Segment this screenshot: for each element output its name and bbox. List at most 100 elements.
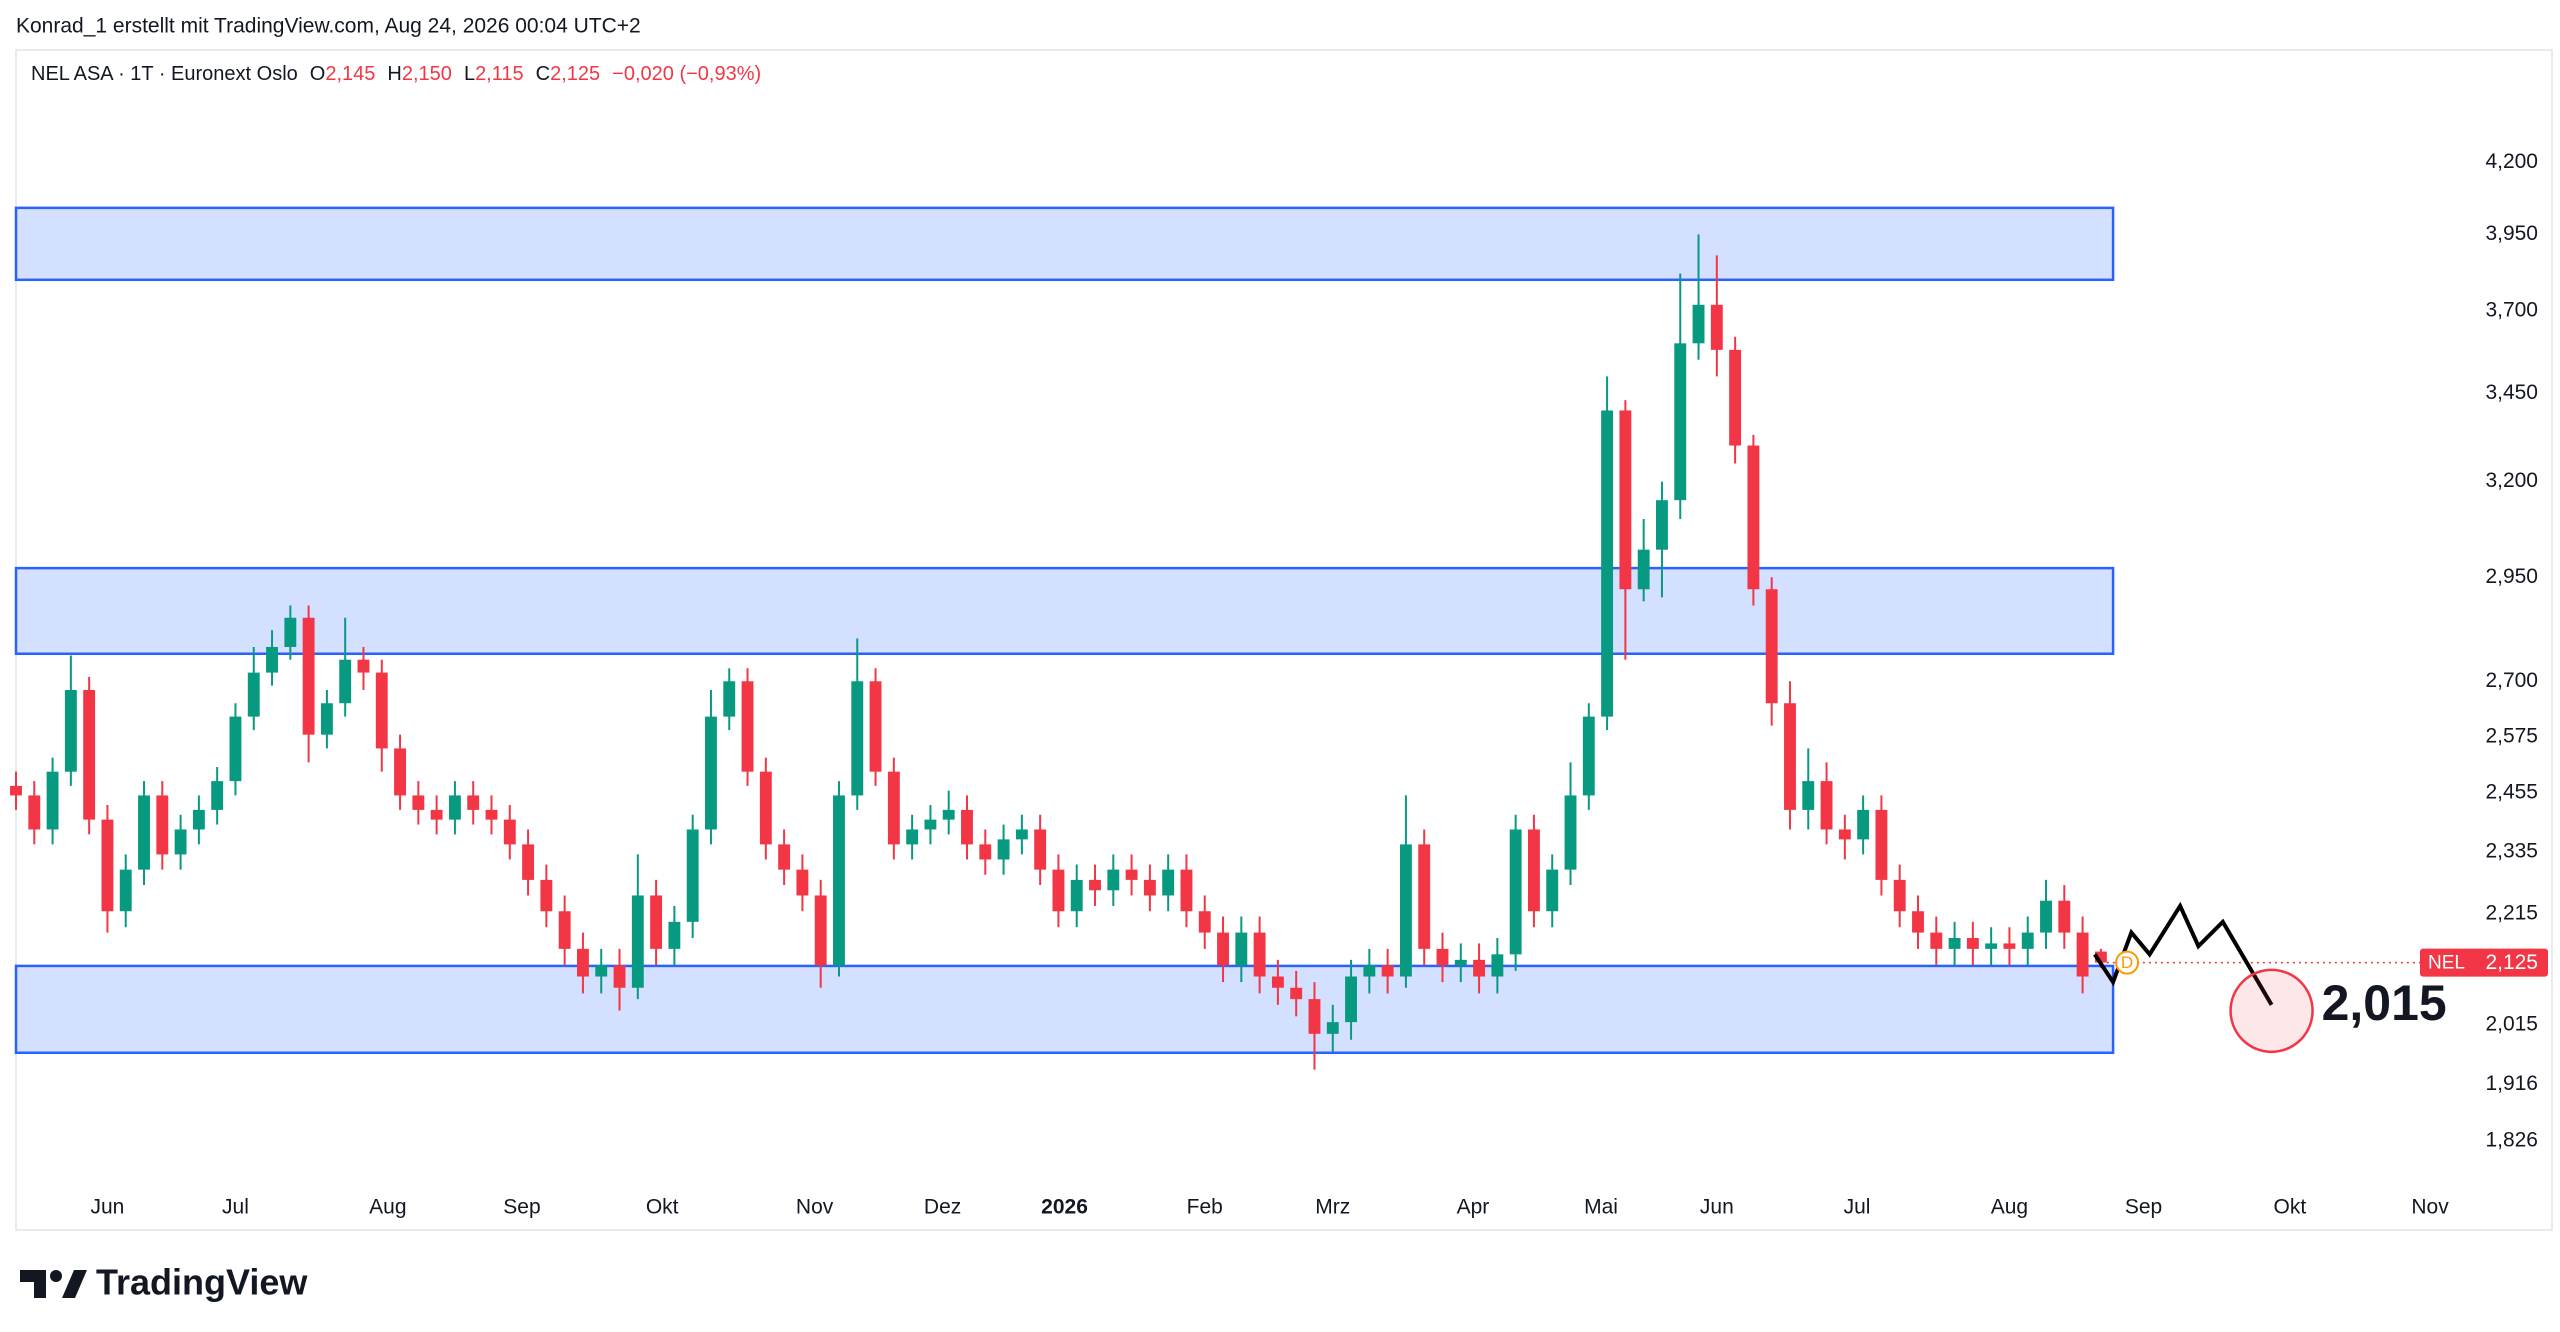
candle-body: [1729, 349, 1742, 446]
y-tick-label: 1,916: [2485, 1072, 2538, 1095]
candle-body: [174, 829, 187, 855]
candle-body: [467, 795, 480, 810]
candle-body: [686, 829, 699, 922]
candle-body: [778, 844, 791, 870]
candle-body: [631, 895, 644, 988]
candle-body: [1235, 932, 1248, 966]
candle-body: [284, 617, 297, 647]
candle-body: [46, 771, 59, 830]
y-tick-label: 2,700: [2485, 669, 2538, 692]
symbol-name: NEL ASA · 1T · Euronext Oslo: [31, 63, 298, 85]
projection-path: [2093, 901, 2274, 1006]
candle-body: [997, 839, 1010, 860]
price-tag-symbol: NEL: [2428, 953, 2465, 974]
candle-body: [503, 819, 516, 845]
candle-body: [229, 716, 242, 782]
candle-body: [1637, 549, 1650, 590]
candle-body: [302, 617, 315, 735]
candle-body: [1802, 781, 1815, 810]
ohlc-value: 2,125: [550, 63, 600, 85]
candle-body: [650, 895, 663, 949]
x-tick-label: Aug: [1991, 1196, 2028, 1219]
candle-body: [705, 716, 717, 830]
y-tick-label: 2,015: [2485, 1013, 2538, 1036]
candle-body: [1436, 948, 1449, 966]
candle-body: [979, 844, 992, 860]
candle-body: [522, 844, 535, 880]
candle-body: [1966, 937, 1979, 949]
candle-body: [887, 771, 900, 845]
y-tick-label: 2,455: [2485, 781, 2538, 804]
candle-body: [833, 795, 845, 966]
candle-body: [1491, 954, 1504, 977]
logo-slash: [62, 1270, 87, 1298]
candle-body: [1271, 976, 1284, 988]
candle-body: [869, 681, 882, 772]
brand-logo: [20, 1270, 87, 1298]
candle-body: [924, 819, 937, 830]
candle-body: [375, 672, 388, 749]
candle-body: [2040, 900, 2052, 933]
y-tick-label: 3,700: [2485, 299, 2538, 322]
candle-body: [412, 795, 425, 810]
candle-body: [1052, 869, 1065, 912]
zone: [14, 206, 2115, 282]
candle-body: [192, 809, 205, 830]
candle-body: [1784, 703, 1796, 810]
candle-body: [2094, 951, 2107, 963]
x-tick-label: Mai: [1584, 1196, 1618, 1219]
candle-body: [1619, 410, 1632, 590]
x-tick-label: Nov: [796, 1196, 834, 1219]
candle-body: [1546, 869, 1559, 912]
candle-body: [64, 690, 77, 772]
x-tick-label: Okt: [2274, 1196, 2307, 1219]
candle-body: [1930, 932, 1943, 949]
candle-body: [1893, 879, 1906, 912]
candle-body: [942, 809, 955, 820]
event-marker-label: D: [2121, 953, 2133, 972]
candle-body: [1180, 869, 1193, 912]
candle-body: [394, 748, 407, 796]
candle-body: [320, 703, 333, 735]
candle-body: [1034, 829, 1047, 870]
candle-body: [576, 948, 589, 977]
candle-body: [138, 795, 150, 870]
ohlc-key: L: [464, 63, 475, 85]
x-tick-label: Feb: [1187, 1196, 1223, 1219]
candle-body: [1857, 809, 1870, 840]
candle-body: [339, 659, 352, 704]
candle-body: [119, 869, 132, 912]
y-tick-label: 1,826: [2485, 1128, 2538, 1151]
candle-body: [1674, 343, 1687, 501]
candle-body: [1582, 716, 1595, 796]
x-tick-label: Apr: [1457, 1196, 1490, 1219]
candle-body: [1747, 445, 1760, 590]
y-tick-label: 4,200: [2485, 150, 2538, 173]
x-tick-label: Jul: [1844, 1196, 1871, 1219]
x-tick-label: Nov: [2411, 1196, 2449, 1219]
zone: [14, 566, 2115, 656]
candle-body: [1418, 844, 1431, 949]
candle-body: [1326, 1022, 1339, 1034]
candle-body: [741, 681, 754, 772]
candle-body: [1692, 304, 1705, 344]
candle-body: [357, 659, 370, 673]
candle-body: [558, 911, 571, 949]
candle-body: [1125, 869, 1138, 880]
candle-body: [1253, 932, 1266, 977]
ohlc-change: −0,020 (−0,93%): [612, 63, 761, 85]
y-tick-label: 2,575: [2485, 725, 2538, 748]
chart-frame: [15, 49, 2553, 1231]
candle-body: [2021, 932, 2034, 949]
x-tick-label: Jul: [222, 1196, 249, 1219]
ohlc-legend: NEL ASA · 1T · Euronext Oslo O2,145 H2,150…: [31, 63, 761, 85]
candle-body: [1363, 965, 1376, 977]
candle-body: [1710, 304, 1723, 350]
candle-body: [247, 672, 260, 717]
candle-body: [540, 879, 553, 912]
y-tick-label: 2,950: [2485, 565, 2538, 588]
candle-body: [814, 895, 827, 966]
candle-body: [1656, 500, 1668, 550]
candle-body: [1509, 829, 1522, 955]
